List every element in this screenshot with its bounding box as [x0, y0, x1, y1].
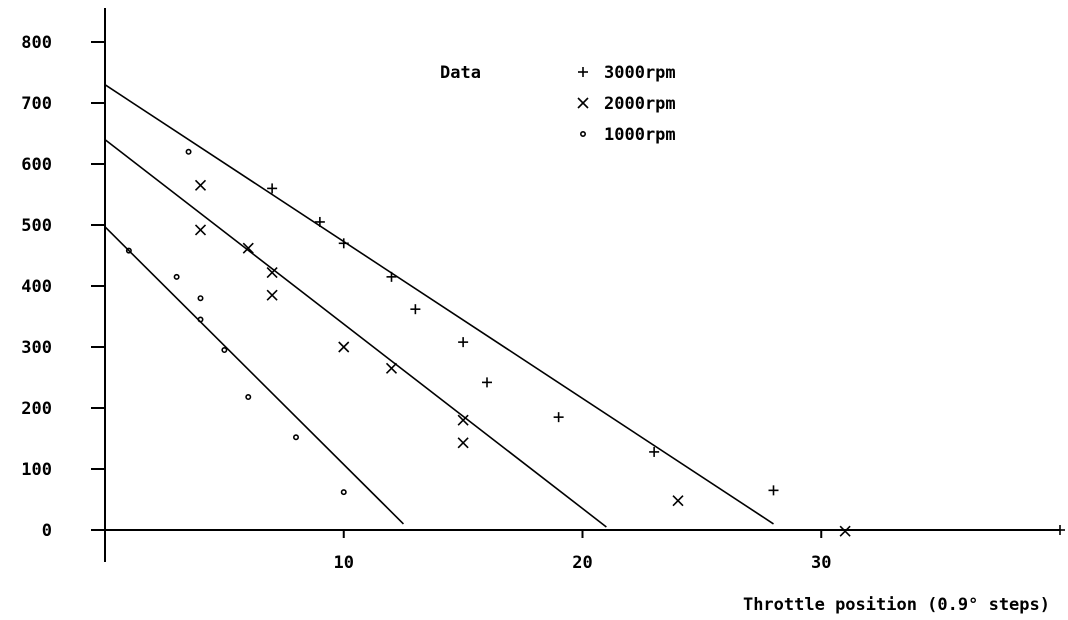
legend-marker — [577, 97, 589, 109]
y-tick-label: 100 — [21, 460, 52, 480]
y-tick-label: 700 — [21, 94, 52, 114]
data-point-x-marker — [457, 437, 469, 449]
y-tick-label: 200 — [21, 399, 52, 419]
data-point-circle-marker — [173, 273, 180, 280]
data-point-x-marker — [672, 495, 684, 507]
data-point-plus-marker — [649, 446, 660, 457]
data-point-circle-marker — [185, 148, 192, 155]
data-point-x-marker — [385, 362, 398, 374]
data-point-x-marker — [194, 224, 207, 236]
x-tick-label: 20 — [572, 553, 592, 573]
legend-label: 3000rpm — [604, 63, 676, 83]
data-point-x-marker — [194, 179, 207, 191]
axes: 0 100 200 300 400 500 600 700 800 10 20 30 — [21, 8, 1060, 573]
data-point-plus-marker — [314, 216, 325, 227]
y-tick-label: 300 — [21, 338, 52, 358]
fit-line — [104, 226, 405, 525]
y-tick-label: 0 — [42, 521, 52, 541]
x-tick-label: 30 — [811, 553, 831, 573]
legend-title: Data — [440, 63, 481, 83]
x-tick-label: 10 — [334, 553, 354, 573]
data-point-plus-marker — [386, 271, 397, 282]
data-points — [125, 148, 1065, 537]
legend-label: 1000rpm — [604, 125, 676, 145]
fit-line — [104, 138, 607, 528]
legend-marker — [579, 131, 586, 138]
data-point-plus-marker — [458, 337, 469, 348]
data-point-x-marker — [338, 341, 350, 353]
data-point-x-marker — [839, 525, 851, 537]
y-tick-label: 800 — [21, 33, 52, 53]
data-point-x-marker — [457, 414, 469, 426]
data-point-x-marker — [242, 242, 254, 254]
data-point-circle-marker — [340, 489, 347, 496]
data-point-circle-marker — [245, 394, 252, 401]
data-point-plus-marker — [1055, 525, 1065, 535]
y-tick-label: 600 — [21, 155, 52, 175]
data-point-plus-marker — [768, 485, 779, 496]
data-point-x-marker — [266, 289, 278, 301]
data-point-circle-marker — [221, 347, 228, 354]
data-point-circle-marker — [292, 434, 299, 441]
data-point-plus-marker — [553, 412, 564, 423]
fit-lines — [104, 84, 774, 528]
legend-label: 2000rpm — [604, 94, 676, 114]
data-point-x-marker — [266, 267, 278, 279]
data-point-plus-marker — [338, 238, 349, 249]
data-point-circle-marker — [197, 295, 204, 302]
data-point-plus-marker — [482, 377, 492, 388]
data-point-circle-marker — [125, 247, 132, 254]
x-axis-label: Throttle position (0.9° steps) — [743, 595, 1050, 615]
y-tick-label: 400 — [21, 277, 52, 297]
legend: Data 3000rpm 2000rpm 1000rpm — [440, 63, 676, 145]
fit-line — [104, 84, 774, 525]
data-point-plus-marker — [410, 304, 421, 315]
y-tick-label: 500 — [21, 216, 52, 236]
legend-marker — [578, 67, 588, 77]
data-point-circle-marker — [197, 316, 204, 323]
data-point-plus-marker — [267, 183, 278, 194]
